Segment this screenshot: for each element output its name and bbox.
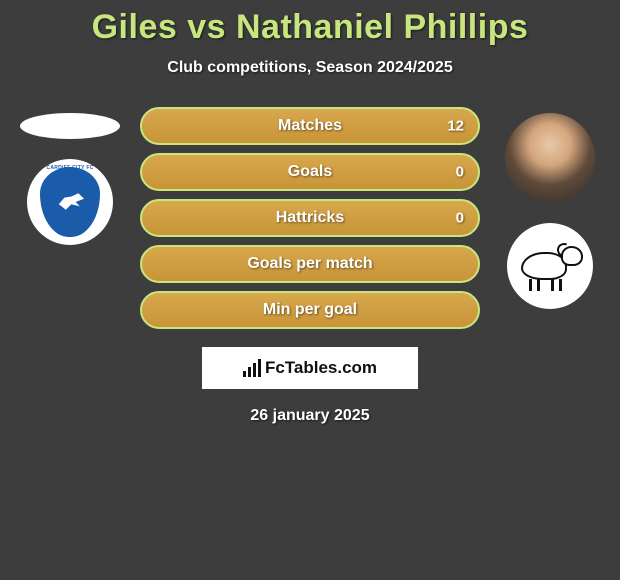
stat-bar-min-per-goal: Min per goal <box>140 291 480 329</box>
left-player-column: CARDIFF CITY FC <box>20 107 120 245</box>
club-badge-derby <box>507 223 593 309</box>
cardiff-shield-icon <box>40 167 100 237</box>
bar-chart-icon <box>243 359 261 377</box>
stat-value-right: 0 <box>456 164 464 181</box>
ram-icon <box>515 244 585 289</box>
stat-label: Matches <box>278 117 342 135</box>
stat-label: Goals <box>288 163 332 181</box>
main-row: CARDIFF CITY FC Matches 12 Goals 0 Hattr… <box>0 107 620 329</box>
stat-label: Min per goal <box>263 301 357 319</box>
right-player-column <box>500 107 600 309</box>
watermark-text: FcTables.com <box>265 358 377 378</box>
comparison-card: Giles vs Nathaniel Phillips Club competi… <box>0 0 620 425</box>
stats-column: Matches 12 Goals 0 Hattricks 0 Goals per… <box>140 107 480 329</box>
stat-label: Goals per match <box>247 255 372 273</box>
stat-bar-matches: Matches 12 <box>140 107 480 145</box>
stat-value-right: 12 <box>447 118 464 135</box>
stat-bar-goals: Goals 0 <box>140 153 480 191</box>
subtitle: Club competitions, Season 2024/2025 <box>0 59 620 77</box>
player-photo-placeholder <box>20 113 120 139</box>
stat-label: Hattricks <box>276 209 344 227</box>
club-badge-cardiff: CARDIFF CITY FC <box>27 159 113 245</box>
date-line: 26 january 2025 <box>0 407 620 425</box>
player-photo <box>505 113 595 203</box>
bluebird-icon <box>56 191 84 213</box>
stat-value-right: 0 <box>456 210 464 227</box>
stat-bar-goals-per-match: Goals per match <box>140 245 480 283</box>
watermark: FcTables.com <box>202 347 418 389</box>
page-title: Giles vs Nathaniel Phillips <box>0 8 620 47</box>
stat-bar-hattricks: Hattricks 0 <box>140 199 480 237</box>
